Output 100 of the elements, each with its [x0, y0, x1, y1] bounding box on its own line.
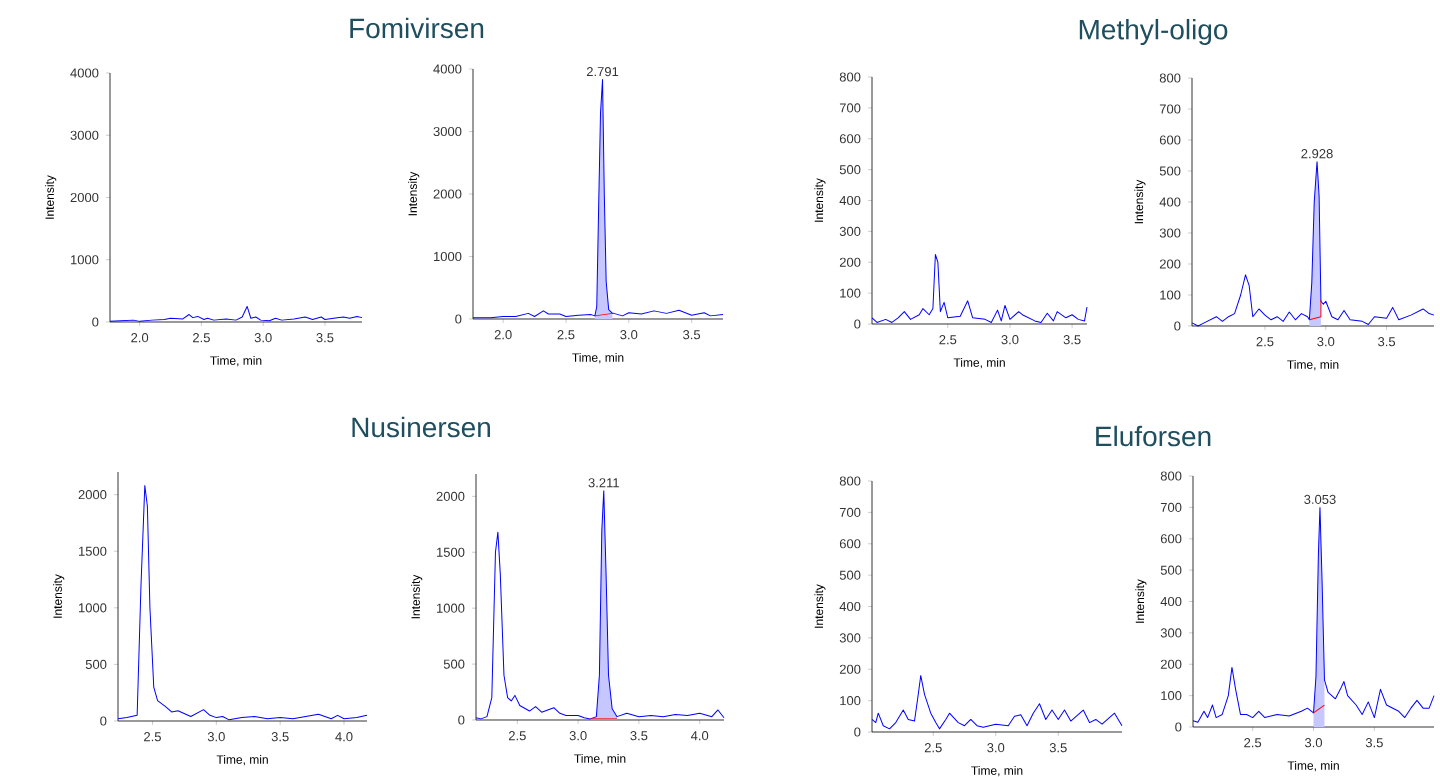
y-tick-label: 0 [458, 715, 465, 725]
y-axis-title: Intensity [45, 175, 57, 219]
x-tick-label: 2.5 [557, 330, 575, 340]
x-tick-label: 3.0 [1304, 738, 1323, 748]
y-tick-label: 0 [92, 317, 99, 327]
x-axis-title: Time, min [1287, 359, 1339, 371]
x-tick-label: 3.5 [271, 732, 289, 742]
y-tick-label: 0 [854, 727, 861, 737]
y-axis-title: Intensity [411, 574, 423, 619]
y-tick-label: 500 [839, 570, 861, 580]
annotation: 2.928 [1301, 149, 1333, 159]
y-tick-label: 300 [1159, 228, 1181, 238]
y-tick-label: 4000 [433, 64, 462, 74]
y-axis-title: Intensity [408, 171, 420, 216]
y-tick-label: 3000 [433, 126, 462, 137]
x-tick-label: 3.0 [987, 743, 1005, 753]
y-axis-title: Intensity [1134, 179, 1146, 224]
y-tick-label: 700 [839, 103, 861, 113]
y-tick-label: 100 [1161, 691, 1182, 701]
annotation: 3.053 [1304, 494, 1336, 504]
line-series [1192, 506, 1435, 723]
y-tick-label: 800 [839, 72, 861, 82]
x-tick-label: 3.0 [254, 333, 272, 343]
x-tick-label: 2.5 [144, 732, 161, 742]
y-tick-label: 400 [839, 601, 861, 612]
y-tick-label: 1500 [79, 546, 107, 556]
y-tick-label: 400 [1159, 197, 1181, 207]
y-tick-label: 0 [100, 716, 107, 726]
y-tick-label: 500 [443, 659, 465, 669]
y-tick-label: 2000 [78, 490, 107, 500]
y-tick-label: 200 [1160, 659, 1182, 669]
y-tick-label: 500 [839, 165, 861, 175]
x-tick-label: 2.5 [1244, 738, 1262, 748]
y-tick-label: 400 [1160, 596, 1182, 607]
y-tick-label: 300 [1160, 628, 1182, 638]
x-tick-label: 2.5 [1256, 337, 1274, 347]
x-tick-label: 3.5 [1365, 738, 1383, 748]
y-tick-label: 700 [1159, 104, 1181, 114]
y-axis-title: Intensity [814, 584, 826, 628]
x-tick-label: 3.0 [1001, 335, 1019, 345]
x-axis-title: Time, min [572, 352, 624, 364]
y-tick-label: 1000 [71, 255, 99, 265]
y-tick-label: 2000 [70, 192, 99, 203]
y-tick-label: 600 [1159, 135, 1181, 145]
y-tick-label: 300 [839, 226, 861, 236]
x-tick-label: 3.5 [1063, 335, 1081, 345]
x-tick-label: 3.0 [207, 732, 225, 742]
y-tick-label: 800 [1159, 73, 1181, 83]
chart-title: Fomivirsen [350, 17, 484, 39]
x-tick-label: 2.5 [939, 335, 957, 345]
y-tick-label: 600 [839, 134, 861, 144]
x-tick-label: 3.0 [569, 731, 587, 741]
y-tick-label: 500 [1159, 166, 1181, 176]
y-tick-label: 3000 [70, 130, 99, 140]
y-tick-label: 0 [1175, 722, 1182, 732]
y-tick-label: 600 [839, 539, 861, 549]
annotation: 2.791 [586, 67, 619, 77]
y-tick-label: 600 [1160, 534, 1182, 544]
y-tick-label: 100 [1160, 290, 1181, 300]
x-tick-label: 2.5 [508, 731, 526, 741]
y-tick-label: 500 [85, 659, 107, 670]
x-tick-label: 2.0 [131, 333, 149, 343]
text: Methyl-oligo [1079, 18, 1228, 46]
y-tick-label: 100 [840, 696, 861, 706]
x-tick-label: 3.5 [1378, 337, 1396, 347]
x-tick-label: 3.5 [630, 731, 648, 741]
y-tick-label: 1500 [437, 547, 465, 557]
y-tick-label: 500 [1160, 565, 1182, 575]
x-tick-label: 3.5 [316, 333, 334, 343]
y-tick-label: 400 [839, 195, 861, 206]
y-tick-label: 1000 [79, 603, 107, 613]
x-tick-label: 2.5 [193, 333, 210, 343]
x-axis-title: Time, min [1287, 760, 1339, 772]
x-tick-label: 2.5 [924, 743, 942, 753]
x-tick-label: 2.0 [494, 330, 512, 340]
y-tick-label: 100 [840, 288, 861, 298]
x-axis-title: Time, min [953, 357, 1005, 369]
y-tick-label: 1000 [437, 603, 465, 613]
y-tick-label: 4000 [70, 68, 99, 78]
y-tick-label: 700 [1160, 502, 1182, 512]
x-axis-title: Time, min [971, 765, 1023, 777]
x-tick-label: 3.0 [1317, 337, 1335, 347]
y-tick-label: 700 [839, 507, 861, 517]
y-axis-title: Intensity [1135, 579, 1147, 623]
y-tick-label: 0 [1174, 321, 1181, 331]
y-tick-label: 800 [839, 476, 861, 486]
y-tick-label: 200 [839, 257, 861, 267]
y-tick-label: 1000 [434, 251, 462, 262]
y-tick-label: 2000 [436, 491, 465, 501]
y-tick-label: 200 [839, 664, 861, 674]
y-tick-label: 0 [455, 314, 462, 324]
annotation: 3.211 [588, 478, 619, 488]
y-axis-title: Intensity [814, 178, 826, 222]
x-axis-title: Time, min [216, 754, 268, 766]
y-tick-label: 2000 [433, 189, 462, 199]
x-tick-label: 4.0 [335, 732, 353, 742]
y-tick-label: 0 [854, 319, 861, 329]
chart-title: Eluforsen [1096, 425, 1211, 447]
x-tick-label: 3.5 [1049, 743, 1067, 753]
x-tick-label: 4.0 [690, 731, 709, 741]
